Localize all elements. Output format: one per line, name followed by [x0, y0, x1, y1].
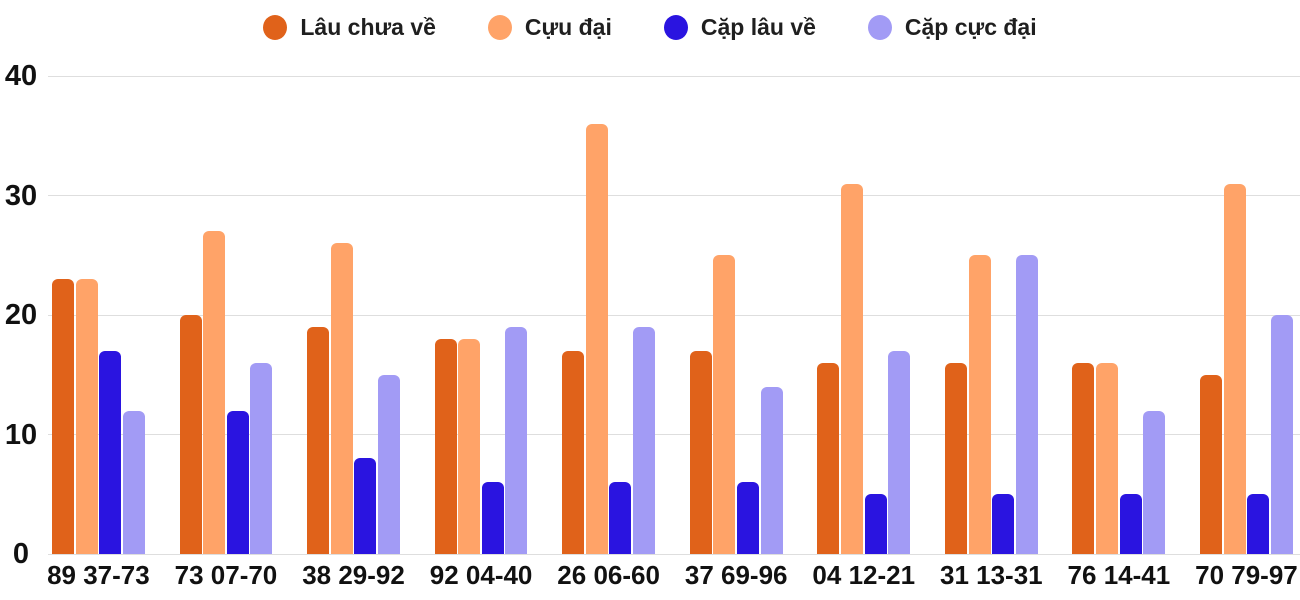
- bar[interactable]: [1096, 362, 1119, 554]
- legend-swatch-icon: [867, 14, 892, 40]
- bar[interactable]: [122, 410, 145, 554]
- y-axis-tick-label: 20: [4, 299, 38, 331]
- legend-swatch-icon: [663, 14, 688, 40]
- bar[interactable]: [888, 350, 911, 554]
- x-axis-tick-label: 70 79-97: [1195, 560, 1298, 590]
- bar[interactable]: [203, 231, 226, 554]
- y-axis-tick-label: 10: [4, 418, 38, 451]
- bar[interactable]: [609, 482, 632, 554]
- x-axis-tick-label: 04 12-21: [812, 560, 916, 590]
- bar[interactable]: [434, 338, 457, 554]
- bar[interactable]: [505, 326, 528, 554]
- gridline: [48, 434, 1300, 435]
- bar[interactable]: [1015, 255, 1038, 554]
- bar[interactable]: [1200, 374, 1223, 554]
- bar[interactable]: [1247, 494, 1270, 554]
- x-axis-tick-label: 38 29-92: [302, 560, 405, 590]
- bar[interactable]: [944, 362, 967, 554]
- gridline: [48, 553, 1300, 555]
- bar[interactable]: [968, 255, 991, 554]
- bar[interactable]: [1143, 410, 1166, 554]
- bar[interactable]: [377, 374, 400, 554]
- chart-legend: Lâu chưa về Cựu đại Cặp lâu về Cặp cực đại: [0, 8, 1300, 46]
- bar[interactable]: [458, 338, 481, 554]
- bar[interactable]: [1270, 315, 1293, 554]
- x-axis-tick-label: 26 06-60: [557, 560, 660, 590]
- bar[interactable]: [354, 458, 377, 554]
- bar[interactable]: [840, 183, 863, 554]
- y-axis-tick-label: 30: [4, 179, 38, 212]
- bar[interactable]: [99, 350, 122, 554]
- bar[interactable]: [633, 326, 656, 554]
- gridline: [48, 195, 1300, 196]
- y-axis-tick-label: 40: [4, 60, 38, 92]
- bar[interactable]: [713, 255, 736, 554]
- legend-label: Cặp cực đại: [904, 13, 1037, 40]
- x-axis-tick-label: 73 07-70: [174, 560, 278, 590]
- bar[interactable]: [179, 315, 202, 554]
- legend-label: Cặp lâu về: [700, 13, 816, 40]
- x-axis-tick-label: 89 37-73: [47, 560, 150, 590]
- bar[interactable]: [585, 123, 608, 554]
- bar[interactable]: [817, 362, 840, 554]
- bar[interactable]: [760, 386, 783, 554]
- bar[interactable]: [689, 350, 712, 554]
- bar[interactable]: [226, 410, 249, 554]
- bar[interactable]: [562, 350, 585, 554]
- legend-item[interactable]: Cựu đại: [487, 13, 612, 41]
- legend-label: Lâu chưa về: [300, 13, 436, 40]
- bar[interactable]: [307, 326, 330, 554]
- bar[interactable]: [75, 279, 98, 554]
- x-axis-tick-label: 31 13-31: [939, 560, 1043, 590]
- bar[interactable]: [737, 482, 759, 554]
- legend-label: Cựu đại: [524, 13, 612, 40]
- bar[interactable]: [52, 279, 74, 554]
- legend-swatch-icon: [263, 14, 288, 40]
- bar[interactable]: [330, 243, 353, 554]
- gridline: [48, 314, 1300, 316]
- legend-item[interactable]: Lâu chưa về: [263, 14, 436, 41]
- bar[interactable]: [1119, 494, 1142, 554]
- bar[interactable]: [1072, 362, 1095, 554]
- legend-swatch-icon: [487, 14, 512, 40]
- bar[interactable]: [481, 482, 504, 554]
- bar[interactable]: [864, 494, 887, 554]
- x-axis-tick-label: 76 14-41: [1067, 560, 1171, 590]
- bar[interactable]: [1223, 183, 1246, 554]
- legend-item[interactable]: Cặp cực đại: [867, 13, 1037, 41]
- x-axis-tick-label: 37 69-96: [684, 560, 788, 590]
- y-axis-tick-label: 0: [12, 538, 30, 570]
- x-axis-tick-label: 92 04-40: [429, 560, 533, 590]
- bar[interactable]: [250, 362, 273, 554]
- legend-item[interactable]: Cặp lâu về: [663, 13, 816, 41]
- bar[interactable]: [992, 494, 1015, 554]
- gridline: [48, 75, 1300, 77]
- plot-area: [48, 75, 1300, 555]
